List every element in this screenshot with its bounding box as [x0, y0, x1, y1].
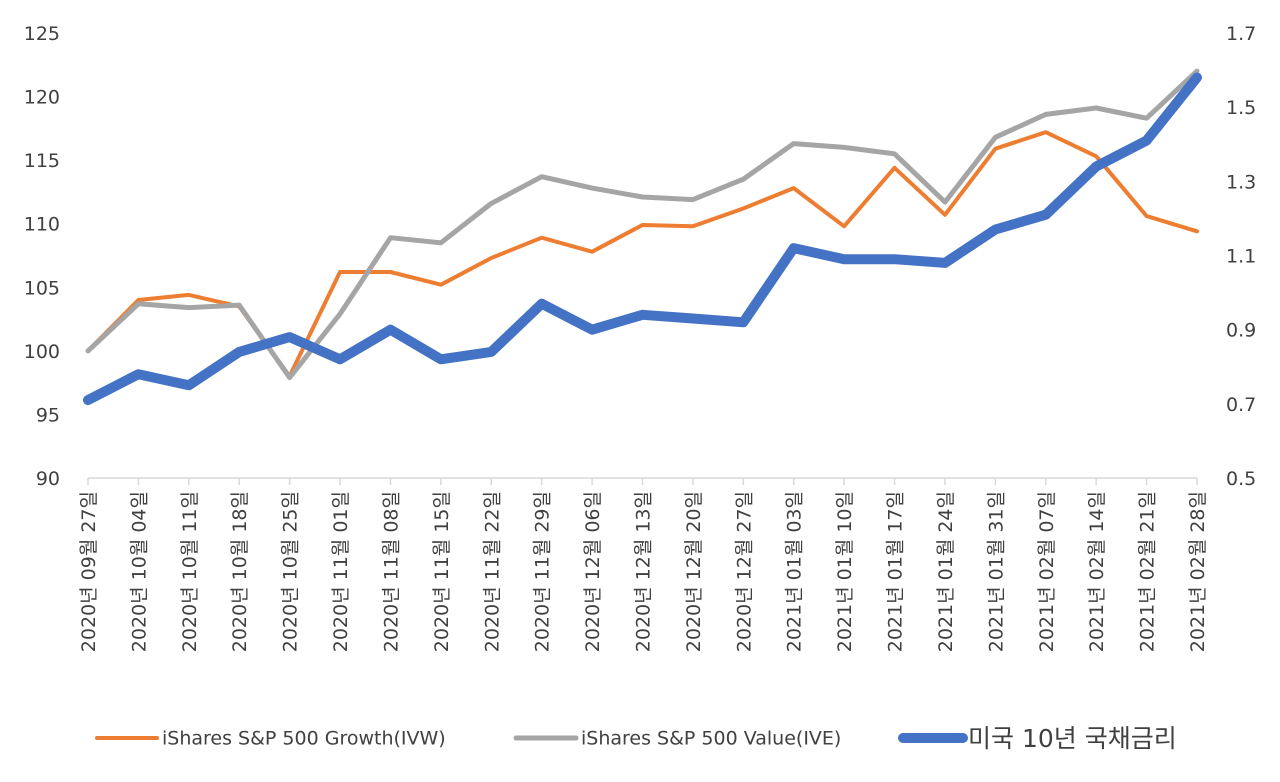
legend-label-2: iShares S&P 500 Value(IVE) [581, 728, 841, 750]
x-axis-category-label: 2020년 12월 13일 [633, 491, 655, 652]
series-line-1 [86, 130, 1199, 379]
x-axis-category-label: 2020년 10월 18일 [229, 491, 251, 652]
x-axis-category-label: 2021년 02월 14일 [1086, 491, 1108, 652]
right-axis-tick-label: 1.5 [1226, 97, 1256, 119]
legend: iShares S&P 500 Growth(IVW) iShares S&P 5… [95, 724, 1177, 753]
left-axis-tick-label: 90 [36, 468, 60, 490]
x-axis-category-label: 2021년 02월 21일 [1137, 491, 1159, 652]
right-axis-tick-label: 1.7 [1226, 23, 1256, 45]
left-axis-tick-label: 120 [24, 87, 60, 109]
left-axis-tick-label: 125 [24, 23, 60, 45]
x-axis-category-label: 2021년 01월 24일 [935, 491, 957, 652]
x-axis-category-label: 2021년 02월 28일 [1187, 491, 1209, 652]
right-axis-tick-label: 1.3 [1226, 171, 1256, 193]
x-axis-category-label: 2020년 11월 15일 [431, 491, 453, 652]
left-axis-tick-label: 110 [24, 214, 60, 236]
legend-label-3: 미국 10년 국채금리 [968, 724, 1177, 753]
x-axis-category-label: 2020년 11월 01일 [330, 491, 352, 652]
x-axis-category-label: 2020년 11월 29일 [532, 491, 554, 652]
x-axis-category-label: 2021년 01월 10일 [834, 491, 856, 652]
x-axis-category-label: 2021년 02월 07일 [1036, 491, 1058, 652]
x-axis-category-label: 2020년 11월 08일 [380, 491, 402, 652]
left-axis-tick-label: 115 [24, 150, 60, 172]
x-axis-category-label: 2021년 01월 17일 [885, 491, 907, 652]
x-axis-category-label: 2020년 11월 22일 [481, 491, 503, 652]
left-axis-tick-label: 95 [36, 404, 60, 426]
right-axis-tick-label: 1.1 [1226, 246, 1256, 268]
right-axis-tick-label: 0.7 [1226, 394, 1256, 416]
left-axis-tick-label: 105 [24, 277, 60, 299]
legend-label-1: iShares S&P 500 Growth(IVW) [162, 728, 446, 750]
x-axis-category-label: 2020년 12월 20일 [683, 491, 705, 652]
x-axis-category-label: 2020년 10월 25일 [280, 491, 302, 652]
series-line-2 [85, 68, 1200, 381]
x-axis-category-label: 2021년 01월 03일 [784, 491, 806, 652]
left-axis-tick-label: 100 [24, 341, 60, 363]
x-axis-category-label: 2020년 12월 27일 [733, 491, 755, 652]
x-axis-category-label: 2020년 10월 11일 [179, 491, 201, 652]
series-layer [83, 68, 1202, 406]
axes-layer: 90 95 100 105 110 115 120 125 0.5 0.7 0.9 1.1 1.3 1.5… [24, 23, 1256, 652]
right-axis-tick-label: 0.5 [1226, 468, 1256, 490]
x-axis-category-label: 2021년 01월 31일 [985, 491, 1007, 652]
series-line-3 [83, 72, 1202, 406]
x-axis-category-label: 2020년 12월 06일 [582, 491, 604, 652]
x-axis-category-label: 2020년 09월 27일 [78, 491, 100, 652]
right-axis-tick-label: 0.9 [1226, 320, 1256, 342]
x-axis-category-label: 2020년 10월 04일 [128, 491, 150, 652]
